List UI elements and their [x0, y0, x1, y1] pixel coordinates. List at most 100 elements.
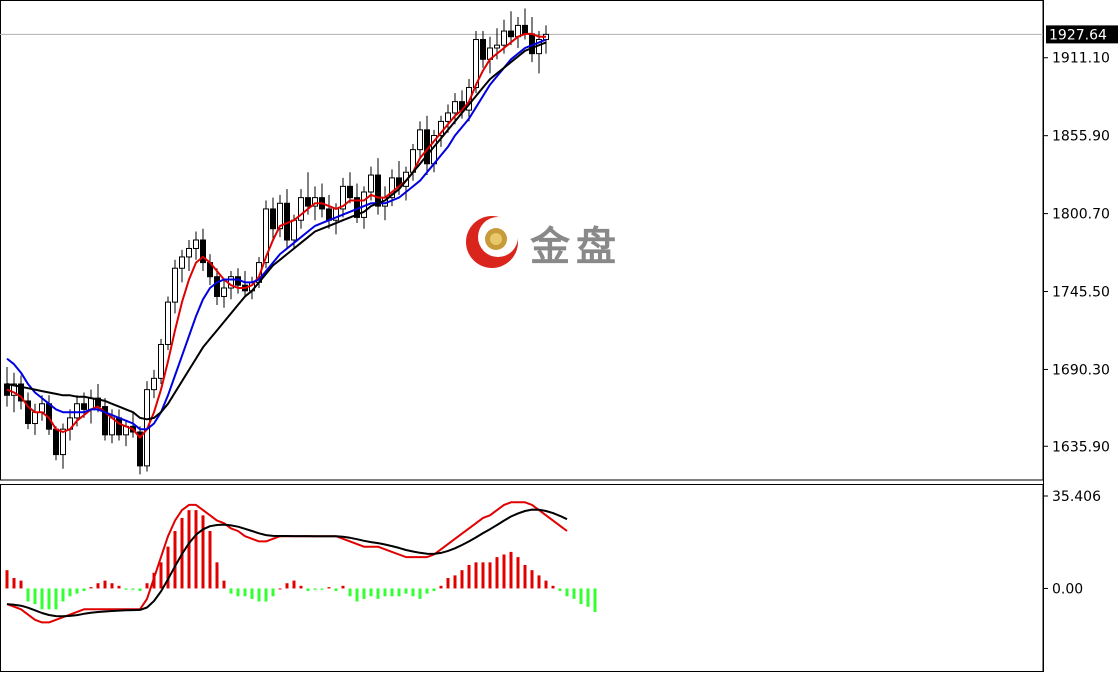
candle[interactable]: [32, 411, 38, 425]
macd-histogram-bar: [19, 580, 23, 589]
macd-histogram-bar: [453, 575, 457, 589]
signal-line: [6, 508, 568, 618]
macd-histogram-bar: [103, 580, 107, 589]
macd-histogram-bar: [117, 585, 121, 589]
macd-histogram-bar: [54, 588, 58, 610]
macd-histogram-bar: [12, 578, 16, 589]
candle[interactable]: [347, 185, 353, 199]
macd-histogram-bar: [243, 588, 247, 597]
macd-histogram-bar: [89, 587, 93, 589]
macd-histogram-bar: [201, 515, 205, 589]
macd-pane[interactable]: [0, 484, 1044, 672]
macd-histogram-bar: [187, 510, 191, 589]
candle[interactable]: [193, 239, 199, 249]
macd-histogram-bar: [355, 588, 359, 602]
candle[interactable]: [200, 239, 206, 264]
macd-histogram-bar: [376, 588, 380, 599]
candle[interactable]: [312, 197, 318, 207]
candle[interactable]: [74, 403, 80, 419]
macd-histogram-bar: [320, 588, 324, 590]
candle[interactable]: [165, 301, 171, 345]
candle[interactable]: [445, 112, 451, 122]
candle[interactable]: [53, 428, 59, 456]
macd-histogram-bar: [565, 588, 569, 597]
macd-histogram-bar: [439, 585, 443, 589]
candle[interactable]: [305, 197, 311, 207]
price-tick-label: 1690.30: [1052, 362, 1110, 378]
candle[interactable]: [172, 267, 178, 303]
candle[interactable]: [473, 39, 479, 89]
macd-histogram-bar: [362, 588, 366, 599]
candle[interactable]: [508, 30, 514, 38]
macd-histogram-bar: [306, 588, 310, 592]
candle[interactable]: [494, 44, 500, 49]
candle[interactable]: [375, 174, 381, 207]
macd-histogram-bar: [397, 588, 401, 597]
candle[interactable]: [389, 177, 395, 199]
current-price-tag: [1046, 25, 1118, 44]
price-tick-label: 1911.10: [1052, 51, 1110, 67]
macd-histogram-bar: [488, 562, 492, 589]
candle[interactable]: [18, 383, 24, 402]
candle[interactable]: [340, 185, 346, 210]
candle[interactable]: [151, 377, 157, 391]
candle[interactable]: [25, 400, 31, 425]
candle[interactable]: [480, 39, 486, 60]
price-tick-label: 1635.90: [1052, 439, 1110, 455]
macd-histogram-bar: [138, 588, 142, 592]
candle[interactable]: [452, 101, 458, 114]
watermark: 金盘: [462, 212, 622, 272]
macd-histogram-bar: [257, 588, 261, 602]
candle[interactable]: [263, 208, 269, 264]
macd-histogram-bar: [551, 585, 555, 589]
candle[interactable]: [116, 417, 122, 436]
macd-histogram-bar: [299, 585, 303, 589]
candle[interactable]: [158, 343, 164, 379]
macd-histogram-bar: [236, 588, 240, 597]
candle[interactable]: [522, 24, 528, 35]
candle[interactable]: [277, 202, 283, 230]
candle[interactable]: [221, 287, 227, 297]
macd-histogram-bar: [5, 570, 9, 589]
macd-histogram-bar: [285, 583, 289, 589]
candle[interactable]: [179, 256, 185, 269]
candle[interactable]: [39, 403, 45, 413]
macd-histogram-bar: [572, 588, 576, 599]
macd-histogram-bar: [145, 583, 149, 589]
candle[interactable]: [102, 406, 108, 436]
macd-histogram-bar: [61, 588, 65, 602]
macd-histogram-bar: [229, 588, 233, 594]
candle[interactable]: [501, 30, 507, 46]
candle[interactable]: [270, 208, 276, 230]
macd-histogram-bar: [404, 588, 408, 594]
price-pane[interactable]: [0, 0, 1044, 481]
candle[interactable]: [186, 247, 192, 258]
macd-histogram-bar: [131, 588, 135, 590]
macd-histogram-bar: [446, 578, 450, 589]
candle[interactable]: [466, 87, 472, 111]
macd-histogram-bar: [96, 583, 100, 589]
candle[interactable]: [417, 129, 423, 151]
macd-histogram-bar: [516, 557, 520, 589]
macd-histogram-bar: [222, 580, 226, 589]
macd-histogram-bar: [537, 575, 541, 589]
macd-histogram-bar: [523, 564, 527, 589]
candle[interactable]: [368, 174, 374, 193]
candle[interactable]: [11, 383, 17, 396]
candle[interactable]: [291, 219, 297, 241]
candle[interactable]: [214, 276, 220, 297]
macd-histogram-bar: [432, 588, 436, 592]
macd-histogram-bar: [509, 551, 513, 589]
candle[interactable]: [137, 431, 143, 467]
macd-histogram-bar: [418, 588, 422, 599]
macd-histogram-bar: [250, 588, 254, 599]
candle[interactable]: [81, 403, 87, 410]
macd-histogram-bar: [383, 588, 387, 597]
candle[interactable]: [60, 428, 66, 456]
candle[interactable]: [298, 197, 304, 221]
macd-histogram-bar: [292, 580, 296, 589]
macd-histogram-bar: [334, 588, 338, 592]
macd-histogram-bar: [166, 546, 170, 589]
macd-histogram-bar: [348, 588, 352, 597]
